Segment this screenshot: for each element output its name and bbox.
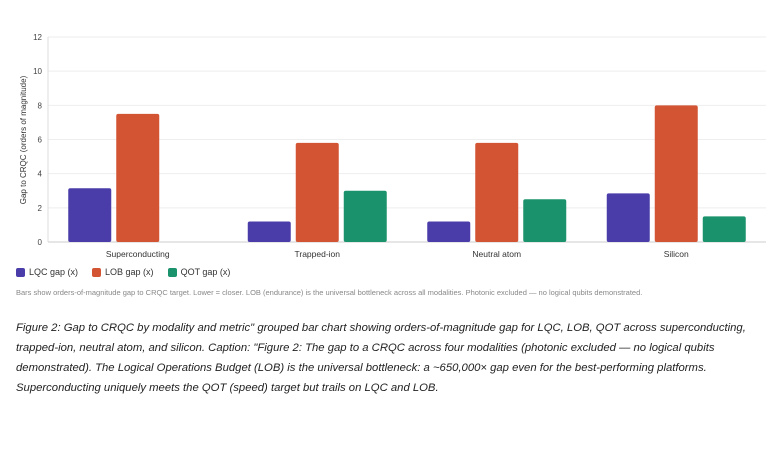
y-axis-label: Gap to CRQC (orders of magnitude) (19, 75, 28, 204)
y-tick-label: 4 (38, 170, 43, 179)
chart-note: Bars show orders-of-magnitude gap to CRQ… (16, 288, 643, 297)
y-tick-label: 2 (38, 204, 43, 213)
x-tick-label: Trapped-ion (294, 249, 340, 259)
bar-lob-silicon (654, 105, 698, 242)
legend-label: LOB gap (x) (105, 267, 154, 277)
bar-qot-silicon (702, 216, 746, 242)
bar-lob-neutral-atom (475, 142, 519, 242)
legend-swatch (16, 267, 25, 277)
bar-lqc-superconducting (68, 188, 112, 242)
legend-item-lqc[interactable]: LQC gap (x) (16, 267, 78, 277)
y-tick-label: 6 (38, 136, 43, 145)
bar-qot-neutral-atom (523, 199, 567, 242)
bar-lqc-neutral-atom (427, 221, 471, 242)
legend-swatch (92, 267, 102, 277)
bar-lob-trapped-ion (295, 142, 339, 242)
y-tick-label: 10 (33, 67, 42, 76)
legend-item-lob[interactable]: LOB gap (x) (92, 267, 154, 277)
bar-lqc-silicon (606, 193, 650, 242)
grouped-bar-chart: Gap to CRQC (orders of magnitude) 0 2 4 6 8 1… (19, 33, 766, 259)
legend-label: LQC gap (x) (29, 267, 79, 277)
bar-lqc-trapped-ion (247, 221, 291, 242)
legend-label: QOT gap (x) (180, 267, 231, 277)
bar-qot-trapped-ion (343, 190, 387, 242)
legend-swatch (167, 267, 177, 277)
x-tick-label: Neutral atom (472, 249, 521, 259)
legend: LQC gap (x) LOB gap (x) QOT gap (x) (16, 267, 230, 277)
x-tick-label: Silicon (664, 249, 689, 259)
figure-caption: Figure 2: Gap to CRQC by modality and me… (16, 322, 746, 394)
x-tick-label: Superconducting (106, 249, 170, 259)
bar-lob-superconducting (116, 113, 160, 242)
y-tick-label: 8 (38, 101, 43, 110)
y-tick-label: 12 (33, 33, 42, 42)
legend-item-qot[interactable]: QOT gap (x) (167, 267, 231, 277)
y-tick-label: 0 (38, 238, 43, 247)
